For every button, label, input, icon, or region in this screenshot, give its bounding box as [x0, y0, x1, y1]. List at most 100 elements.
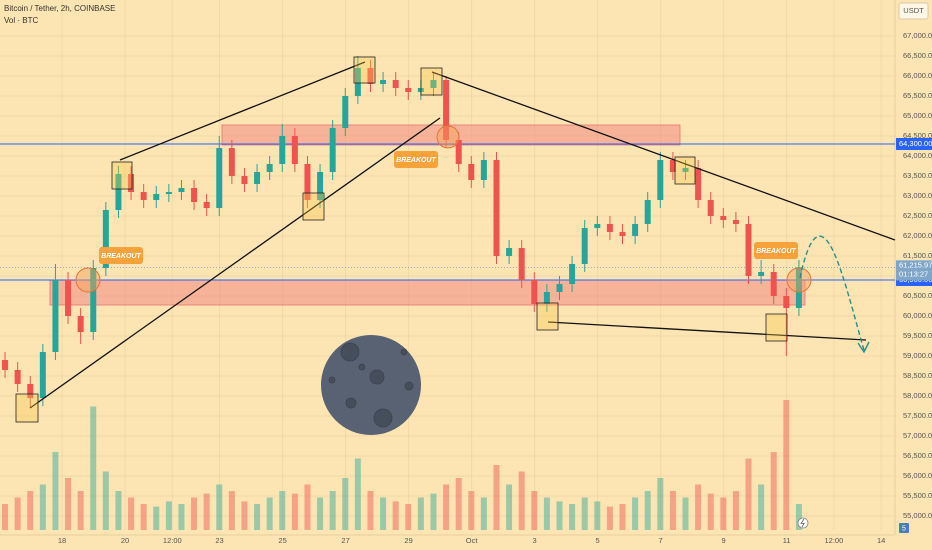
volume-bar — [682, 497, 689, 530]
volume-bar — [317, 497, 324, 530]
volume-bar — [443, 484, 450, 530]
candle-body — [203, 202, 210, 208]
candle-body — [115, 174, 122, 210]
crater — [358, 363, 366, 371]
pivot-box — [420, 67, 443, 96]
volume-bar — [90, 406, 97, 530]
crater — [404, 381, 414, 391]
volume-bar — [102, 471, 109, 530]
y-tick-label: 58,500.00 — [903, 371, 932, 380]
price-line-tag — [896, 138, 932, 150]
candle-body — [430, 80, 437, 88]
x-tick-label: 14 — [877, 536, 885, 545]
volume-bar — [254, 504, 261, 530]
y-tick-label: 63,500.00 — [903, 171, 932, 180]
candle-body — [707, 200, 714, 216]
candle-body — [191, 188, 198, 202]
pivot-box — [353, 56, 376, 84]
candle-body — [392, 80, 399, 88]
y-tick-label: 59,000.00 — [903, 351, 932, 360]
volume-bar — [241, 501, 248, 530]
y-tick-label: 66,000.00 — [903, 71, 932, 80]
volume-bar — [140, 504, 147, 530]
currency-button[interactable] — [898, 2, 929, 20]
badge[interactable] — [899, 523, 909, 533]
pivot-box — [536, 302, 559, 331]
candle-body — [606, 224, 613, 232]
candle-body — [27, 384, 34, 398]
volume-bar — [795, 504, 802, 530]
candle-body — [632, 224, 639, 236]
candle-body — [543, 292, 550, 304]
y-tick-label: 66,500.00 — [903, 51, 932, 60]
candle-body — [644, 200, 651, 224]
candle-body — [594, 224, 601, 228]
volume-bar — [695, 484, 702, 530]
breakout-circle — [786, 267, 812, 293]
y-tick-label: 56,000.00 — [903, 471, 932, 480]
y-tick-label: 59,500.00 — [903, 331, 932, 340]
candle-body — [102, 210, 109, 268]
volume-bar — [518, 471, 525, 530]
crater — [369, 369, 385, 385]
volume-bar — [203, 493, 210, 530]
volume-bar — [543, 497, 550, 530]
last-price-label: 61,215.97 — [899, 260, 932, 269]
breakout-label: BREAKOUT — [101, 253, 141, 260]
y-tick-label: 62,500.00 — [903, 211, 932, 220]
pivot-box — [765, 313, 788, 342]
x-tick-label: 7 — [659, 536, 663, 545]
candle-body — [380, 80, 387, 84]
candle-body — [695, 168, 702, 200]
last-price-tag — [896, 260, 932, 281]
volume-bar — [380, 497, 387, 530]
candle-body — [291, 136, 298, 164]
volume-bar — [632, 497, 639, 530]
y-tick-label: 57,500.00 — [903, 411, 932, 420]
candle-body — [153, 194, 160, 200]
breakout-circle — [436, 125, 460, 149]
candle-body — [178, 188, 185, 192]
support-zone — [49, 279, 806, 306]
volume-bar — [770, 452, 777, 530]
price-lines — [0, 143, 895, 281]
volume-bar — [178, 504, 185, 530]
candle-body — [493, 160, 500, 256]
volume-pane — [2, 400, 802, 530]
candle-body — [745, 224, 752, 276]
volume-bar — [480, 497, 487, 530]
price-line-label: 64,300.00 — [899, 139, 932, 148]
candle-body — [405, 88, 412, 92]
volume-bar — [720, 497, 727, 530]
candle-body — [279, 136, 286, 164]
candle-body — [77, 316, 84, 332]
breakout-labels: BREAKOUT BREAKOUT BREAKOUT — [99, 151, 798, 264]
x-tick-label: 11 — [783, 536, 791, 545]
arrow-head — [857, 341, 870, 354]
x-tick-label: 3 — [533, 536, 537, 545]
volume-bar — [644, 491, 651, 530]
lightning-icon[interactable] — [797, 517, 809, 529]
trend-line — [431, 71, 896, 241]
y-tick-label: 63,000.00 — [903, 191, 932, 200]
candle-body — [732, 220, 739, 224]
volume-bar — [52, 452, 59, 530]
candle-body — [506, 248, 513, 256]
volume-bar — [354, 458, 361, 530]
trend-line — [547, 321, 867, 341]
y-tick-label: 65,000.00 — [903, 111, 932, 120]
volume-bar — [65, 478, 72, 530]
x-tick-label: 5 — [596, 536, 600, 545]
candle-body — [39, 352, 46, 398]
candle-body — [90, 268, 97, 332]
candle-body — [443, 80, 450, 140]
crater — [400, 348, 408, 356]
projection-arrow — [799, 235, 865, 351]
breakout-label: BREAKOUT — [756, 248, 796, 255]
resistance-zone — [221, 124, 681, 146]
x-tick-label: 18 — [58, 536, 66, 545]
volume-bar — [329, 491, 336, 530]
pivot-boxes — [15, 56, 788, 423]
volume-bar — [707, 493, 714, 530]
volume-bar — [783, 400, 790, 530]
